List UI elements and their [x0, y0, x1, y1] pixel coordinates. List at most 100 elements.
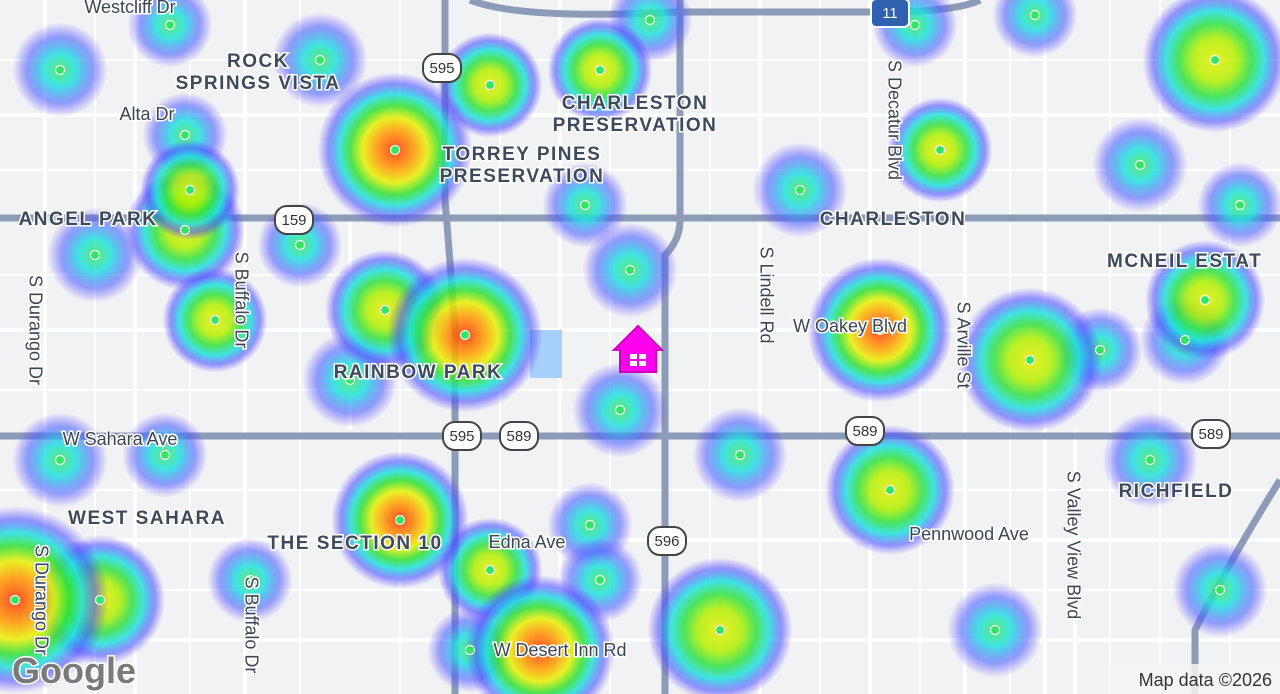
- point: [164, 19, 176, 31]
- point: [394, 514, 406, 526]
- route-number: 596: [654, 533, 679, 550]
- street-label: S Durango Dr: [31, 545, 51, 655]
- route-shield: [274, 205, 314, 235]
- route-shield: [1191, 419, 1231, 449]
- point: [909, 19, 921, 31]
- route-number: 589: [1198, 426, 1223, 443]
- point: [1134, 159, 1146, 171]
- point: [1209, 54, 1221, 66]
- route-number: 595: [449, 428, 474, 445]
- neighborhood-label: THE SECTION 10: [267, 533, 442, 554]
- street-label: W Desert Inn Rd: [493, 640, 626, 660]
- street-label: W Sahara Ave: [63, 429, 178, 449]
- route-shield: [845, 416, 885, 446]
- point: [1144, 454, 1156, 466]
- route-shield: [870, 0, 910, 28]
- street-label: S Buffalo Dr: [241, 577, 261, 674]
- point: [379, 304, 391, 316]
- point: [294, 239, 306, 251]
- point: [584, 519, 596, 531]
- heat-blob: [127, 0, 213, 68]
- point: [484, 564, 496, 576]
- point: [94, 594, 106, 606]
- point: [179, 129, 191, 141]
- point: [184, 184, 196, 196]
- point: [579, 199, 591, 211]
- neighborhood-label: CHARLESTON: [562, 93, 709, 114]
- point: [484, 79, 496, 91]
- point: [244, 574, 256, 586]
- point: [1094, 344, 1106, 356]
- street-label: S Buffalo Dr: [231, 252, 251, 349]
- point: [594, 64, 606, 76]
- neighborhood-label: MCNEIL ESTAT: [1107, 251, 1262, 272]
- point: [1234, 199, 1246, 211]
- street-label: W Oakey Blvd: [793, 316, 907, 336]
- attribution-bg: [1108, 664, 1280, 694]
- street-label: Edna Ave: [489, 532, 566, 552]
- point: [989, 624, 1001, 636]
- street-label: Alta Dr: [119, 104, 174, 124]
- home-marker: [611, 324, 665, 373]
- point: [459, 329, 471, 341]
- point: [89, 249, 101, 261]
- neighborhood-label: WEST SAHARA: [68, 508, 226, 529]
- route-number: 589: [852, 423, 877, 440]
- route-shield: [442, 421, 482, 451]
- point: [9, 594, 21, 606]
- point: [624, 264, 636, 276]
- neighborhood-label: PRESERVATION: [440, 166, 605, 187]
- street-label: S Arville St: [953, 301, 973, 388]
- route-number: 159: [281, 212, 306, 229]
- point: [874, 324, 886, 336]
- point: [54, 64, 66, 76]
- point: [534, 644, 546, 656]
- point: [1199, 294, 1211, 306]
- route-number: 595: [429, 60, 454, 77]
- point: [1029, 9, 1041, 21]
- route-shield: [647, 526, 687, 556]
- attribution: Map data ©2026: [1139, 670, 1272, 690]
- point: [794, 184, 806, 196]
- point: [644, 14, 656, 26]
- point: [54, 454, 66, 466]
- neighborhood-label: ROCK: [227, 51, 289, 72]
- heat-blob: [1142, 0, 1280, 133]
- route-shield: [499, 421, 539, 451]
- logo: Google: [12, 650, 136, 691]
- neighborhood-label: PRESERVATION: [553, 115, 718, 136]
- neighborhood-label: SPRINGS VISTA: [176, 73, 341, 94]
- point: [209, 314, 221, 326]
- point: [614, 404, 626, 416]
- point: [179, 224, 191, 236]
- street-label: S Valley View Blvd: [1063, 471, 1083, 619]
- street-label: Westcliff Dr: [84, 0, 175, 17]
- point: [1024, 354, 1036, 366]
- route-number: 589: [506, 428, 531, 445]
- point: [934, 144, 946, 156]
- point: [734, 449, 746, 461]
- point: [1179, 334, 1191, 346]
- neighborhood-label: ANGEL PARK: [19, 209, 158, 230]
- street-label: Pennwood Ave: [909, 524, 1029, 544]
- street-label: S Lindell Rd: [756, 246, 776, 343]
- neighborhood-label: RICHFIELD: [1119, 481, 1234, 502]
- point: [594, 574, 606, 586]
- street-label: S Durango Dr: [25, 275, 45, 385]
- point: [314, 54, 326, 66]
- point: [159, 449, 171, 461]
- point: [714, 624, 726, 636]
- heat-blob: [465, 575, 615, 694]
- route-number: 11: [882, 5, 898, 22]
- heat-blob: [0, 506, 109, 694]
- point: [1214, 584, 1226, 596]
- point: [344, 374, 356, 386]
- street-label: S Decatur Blvd: [884, 60, 904, 180]
- neighborhood-label: TORREY PINES: [443, 144, 602, 165]
- point: [389, 144, 401, 156]
- neighborhood-label: CHARLESTON: [820, 209, 967, 230]
